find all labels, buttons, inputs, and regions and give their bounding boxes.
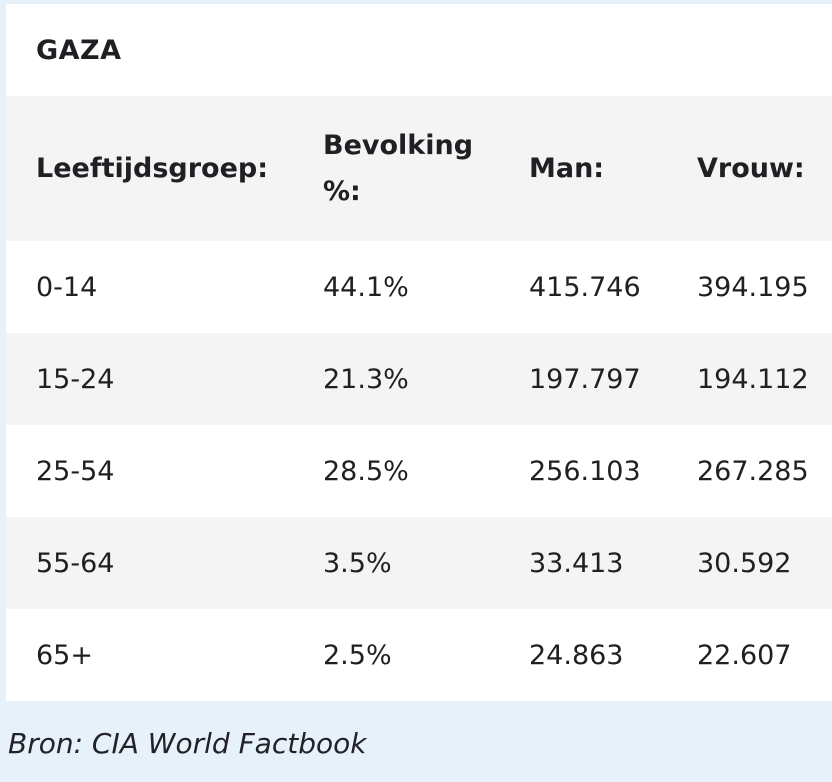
cell-age-group: 15-24	[36, 363, 115, 395]
column-header-age-group: Leeftijdsgroep:	[36, 152, 269, 184]
table-title: GAZA	[36, 35, 122, 66]
cell-male: 24.863	[529, 639, 624, 671]
cell-age-group: 25-54	[36, 455, 115, 487]
cell-age-group: 65+	[36, 639, 93, 671]
table-row: 15-24 21.3% 197.797 194.112	[6, 333, 832, 425]
cell-female: 394.195	[697, 271, 809, 303]
column-header-population: Bevolking %:	[293, 96, 499, 241]
column-header-male: Man:	[529, 152, 605, 184]
column-header-female: Vrouw:	[697, 152, 805, 184]
table-row: 0-14 44.1% 415.746 394.195	[6, 241, 832, 333]
cell-female: 22.607	[697, 639, 792, 671]
cell-age-group: 55-64	[36, 547, 115, 579]
column-header-population-label: Bevolking %:	[323, 129, 474, 207]
source-caption: Bron: CIA World Factbook	[8, 727, 367, 760]
cell-female: 267.285	[697, 455, 809, 487]
cell-male: 33.413	[529, 547, 624, 579]
table-row: 65+ 2.5% 24.863 22.607	[6, 609, 832, 701]
population-table: Leeftijdsgroep: Bevolking %: Man: Vrouw:…	[6, 96, 832, 701]
cell-population: 2.5%	[323, 639, 392, 671]
table-header-row: Leeftijdsgroep: Bevolking %: Man: Vrouw:	[6, 96, 832, 241]
table-card: GAZA Leeftijdsgroep: Bevolking %: Man: V…	[6, 4, 832, 701]
cell-age-group: 0-14	[36, 271, 98, 303]
cell-population: 44.1%	[323, 271, 409, 303]
cell-population: 21.3%	[323, 363, 409, 395]
cell-population: 28.5%	[323, 455, 409, 487]
cell-male: 197.797	[529, 363, 641, 395]
cell-male: 415.746	[529, 271, 641, 303]
cell-male: 256.103	[529, 455, 641, 487]
table-row: 25-54 28.5% 256.103 267.285	[6, 425, 832, 517]
cell-population: 3.5%	[323, 547, 392, 579]
cell-female: 30.592	[697, 547, 792, 579]
table-row: 55-64 3.5% 33.413 30.592	[6, 517, 832, 609]
cell-female: 194.112	[697, 363, 809, 395]
